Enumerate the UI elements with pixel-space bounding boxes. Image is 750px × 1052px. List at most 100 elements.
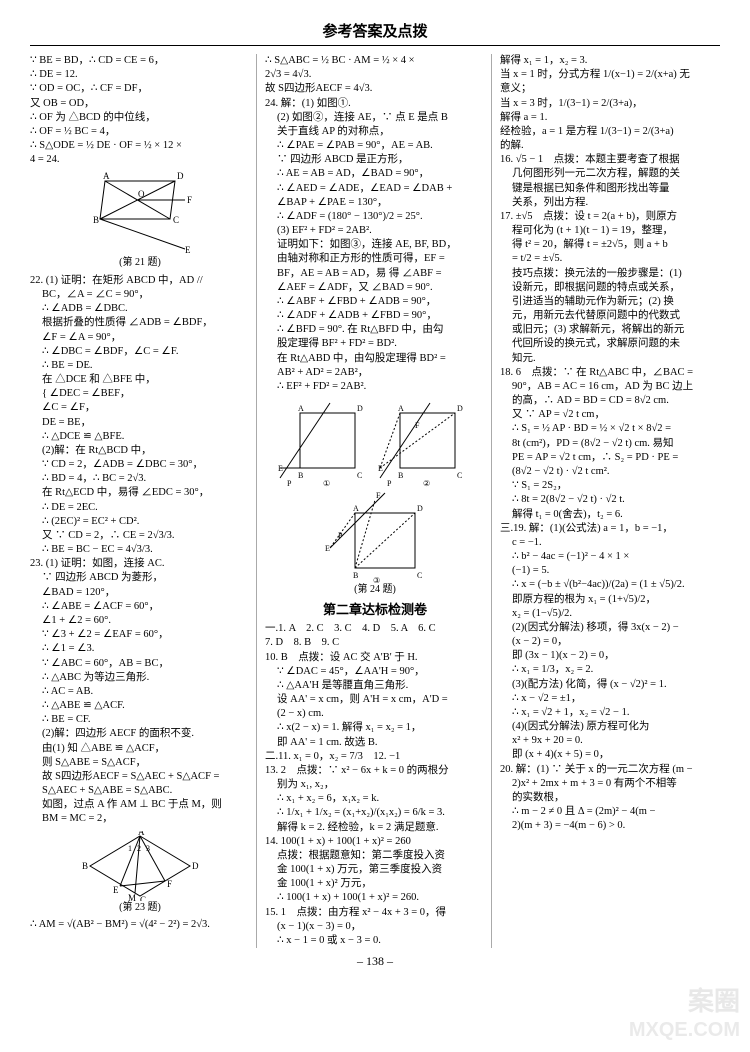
c3-l6: 的解. — [500, 139, 720, 153]
c1-q22-13: ∵ CD = 2，∠ADB = ∠DBC = 30°， — [30, 458, 250, 472]
c1-l0: ∵ BE = BD，∴ CD = CE = 6， — [30, 54, 250, 68]
svg-text:3: 3 — [146, 844, 150, 853]
c3-q20-3: ∴ m − 2 ≠ 0 且 Δ = (2m)² − 4(m − — [500, 805, 720, 819]
c2-b1-2: 故 S四边形AECF = 4√3. — [265, 82, 485, 96]
c2-q24-5: ∴ AE = AB = AD，∠BAD = 90°， — [265, 167, 485, 181]
c2-q24-12: 由轴对称和正方形的性质可得，EF = — [265, 252, 485, 266]
svg-text:D: D — [417, 504, 423, 513]
fig21-label: (第 21 题) — [30, 256, 250, 270]
c1-q22-17: ∴ (2EC)² = EC² + CD². — [30, 515, 250, 529]
c2-mc-0: 一.1. A 2. C 3. C 4. D 5. A 6. C — [265, 622, 485, 636]
svg-text:2: 2 — [137, 844, 141, 853]
c3-l1: 当 x = 1 时，分式方程 1/(x−1) = 2/(x+a) 无 — [500, 68, 720, 82]
page-title: 参考答案及点拨 — [30, 20, 720, 46]
c1-q23-7: ∵ ∠ABC = 60°，AB = BC， — [30, 657, 250, 671]
c3-q18-2: 的高，∴ AD = BD = CD = 8√2 cm. — [500, 394, 720, 408]
c3-q19-0: 三.19. 解：(1)(公式法) a = 1，b = −1， — [500, 522, 720, 536]
c1-q23-11: ∴ BE = CF. — [30, 713, 250, 727]
c2-mc-10: 13. 2 点拨：∵ x² − 6x + k = 0 的两根分 — [265, 764, 485, 778]
c2-q24-21: ∴ EF² + FD² = 2AB². — [265, 380, 485, 394]
svg-text:B: B — [93, 215, 99, 225]
c3-q20-0: 20. 解：(1) ∵ 关于 x 的一元二次方程 (m − — [500, 763, 720, 777]
svg-text:F: F — [187, 195, 192, 205]
svg-text:F: F — [376, 491, 381, 500]
c2-q24-13: BF，AE = AB = AD，易 得 ∠ABF = — [265, 267, 485, 281]
c2-mc-15: 14. 100(1 + x) + 100(1 + x)² = 260 — [265, 835, 485, 849]
c1-q23-5: ∵ ∠3 + ∠2 = ∠EAF = 60°， — [30, 628, 250, 642]
svg-text:②: ② — [423, 479, 430, 488]
c2-q24-15: ∴ ∠ABF + ∠FBD + ∠ADB = 90°， — [265, 295, 485, 309]
column-2: ∴ S△ABC = ½ BC · AM = ½ × 4 × 2√3 = 4√3.… — [265, 54, 492, 948]
svg-text:P: P — [338, 531, 343, 540]
c2-mc-6: (2 − x) cm. — [265, 707, 485, 721]
c2-q24-19: 在 Rt△ABD 中，由勾股定理得 BD² = — [265, 352, 485, 366]
svg-text:1: 1 — [128, 844, 132, 853]
c2-mc-18: 金 100(1 + x)² 万元， — [265, 877, 485, 891]
c1-q22-19: ∴ BE = BC − EC = 4√3/3. — [30, 543, 250, 557]
c1-q23-14: 则 S△ABE = S△ACF， — [30, 756, 250, 770]
c2-mc-5: 设 AA' = x cm，则 A'H = x cm，A'D = — [265, 693, 485, 707]
fig24-label: (第 24 题) — [265, 583, 485, 597]
c1-q23-8: ∴ △ABC 为等边三角形. — [30, 671, 250, 685]
c1-l1: ∴ DE = 12. — [30, 68, 250, 82]
c1-q22-4: ∠F = ∠A = 90°， — [30, 331, 250, 345]
content-columns: ∵ BE = BD，∴ CD = CE = 6， ∴ DE = 12. ∵ OD… — [30, 54, 720, 948]
c3-q19-15: x² + 9x + 20 = 0. — [500, 734, 720, 748]
c3-q16-2: 键是根据已知条件和图形找出等量 — [500, 182, 720, 196]
c2-mc-12: ∴ x₁ + x₂ = 6，x₁x₂ = k. — [265, 792, 485, 806]
c3-q17-4: 技巧点拨：换元法的一般步骤是：(1) — [500, 267, 720, 281]
c3-q18-0: 18. 6 点拨：∵ 在 Rt△ABC 中，∠BAC = — [500, 366, 720, 380]
c1-l4: ∴ OF 为 △BCD 的中位线， — [30, 111, 250, 125]
c2-mc-19: ∴ 100(1 + x) + 100(1 + x)² = 260. — [265, 891, 485, 905]
svg-text:B: B — [353, 571, 358, 580]
c2-q24-10: (3) EF² + FD² = 2AB². — [265, 224, 485, 238]
figure-24: AD BC EP ① AD BC EP F ② — [265, 398, 485, 597]
c3-l4: 解得 a = 1. — [500, 111, 720, 125]
c1-q22-3: 根据折叠的性质得 ∠ADB = ∠BDF， — [30, 316, 250, 330]
svg-text:③: ③ — [373, 576, 380, 583]
c3-q18-6: PE = AP = √2 t cm，∴ S₂ = PD · PE = — [500, 451, 720, 465]
c3-q20-2: 的实数根， — [500, 791, 720, 805]
c3-q19-11: (3)(配方法) 化简，得 (x − √2)² = 1. — [500, 678, 720, 692]
c1-q22-12: (2)解：在 Rt△BCD 中， — [30, 444, 250, 458]
svg-text:E: E — [378, 464, 383, 473]
c1-q23-2: ∠BAD = 120°， — [30, 586, 250, 600]
svg-text:E: E — [185, 245, 191, 255]
c3-q17-1: 程可化为 (t + 1)(t − 1) = 19，整理， — [500, 224, 720, 238]
c2-q24-1: (2) 如图②，连接 AE，∵ 点 E 是点 B — [265, 111, 485, 125]
c2-q24-11: 证明如下：如图③，连接 AE, BF, BD， — [265, 238, 485, 252]
c3-q19-4: ∴ x = (−b ± √(b²−4ac))/(2a) = (1 ± √5)/2… — [500, 578, 720, 592]
svg-text:C: C — [417, 571, 422, 580]
c3-q18-4: ∴ S₁ = ½ AP · BD = ½ × √2 t × 8√2 = — [500, 422, 720, 436]
c3-q16-1: 几何图形列一元二次方程，解题的关 — [500, 167, 720, 181]
c3-q19-9: 即 (3x − 1)(x − 2) = 0， — [500, 649, 720, 663]
column-1: ∵ BE = BD，∴ CD = CE = 6， ∴ DE = 12. ∵ OD… — [30, 54, 257, 948]
c2-mc-11: 别为 x₁, x₂， — [265, 778, 485, 792]
c3-q18-7: (8√2 − √2 t) · √2 t cm². — [500, 465, 720, 479]
c1-q23-16: S△AEC + S△ABE = S△ABC. — [30, 784, 250, 798]
c3-l0: 解得 x₁ = 1，x₂ = 3. — [500, 54, 720, 68]
c1-q22-7: 在 △DCE 和 △BFE 中， — [30, 373, 250, 387]
watermark-url: MXQE.COM — [629, 1019, 740, 1042]
c2-q24-2: 关于直线 AP 的对称点， — [265, 125, 485, 139]
c2-q24-4: ∵ 四边形 ABCD 是正方形， — [265, 153, 485, 167]
c1-q23-13: 由(1) 知 △ABE ≌ △ACF， — [30, 742, 250, 756]
svg-text:P: P — [387, 479, 392, 488]
c1-q22-9: ∠C = ∠F， — [30, 401, 250, 415]
c3-q19-8: (x − 2) = 0， — [500, 635, 720, 649]
c1-q22-18: 又 ∵ CD = 2，∴ CE = 2√3/3. — [30, 529, 250, 543]
c1-q22-5: ∴ ∠DBC = ∠BDF，∠C = ∠F. — [30, 345, 250, 359]
watermark-logo: 案圈 — [688, 981, 740, 1018]
c2-mc-7: ∴ x(2 − x) = 1. 解得 x₁ = x₂ = 1， — [265, 721, 485, 735]
c2-q24-0: 24. 解：(1) 如图①. — [265, 97, 485, 111]
c1-q22-16: ∴ DE = 2EC. — [30, 501, 250, 515]
column-3: 解得 x₁ = 1，x₂ = 3. 当 x = 1 时，分式方程 1/(x−1)… — [500, 54, 720, 948]
svg-text:①: ① — [323, 479, 330, 488]
c3-q19-10: ∴ x₁ = 1/3，x₂ = 2. — [500, 663, 720, 677]
c3-q18-8: ∵ S₁ = 2S₂， — [500, 479, 720, 493]
c1-q22-0: 22. (1) 证明：在矩形 ABCD 中，AD // — [30, 274, 250, 288]
c3-q20-4: 2)(m + 3) = −4(m − 6) > 0. — [500, 819, 720, 833]
c1-q22-8: { ∠DEC = ∠BEF， — [30, 387, 250, 401]
c3-q19-13: ∴ x₁ = √2 + 1，x₂ = √2 − 1. — [500, 706, 720, 720]
c1-l3: 又 OB = OD， — [30, 97, 250, 111]
